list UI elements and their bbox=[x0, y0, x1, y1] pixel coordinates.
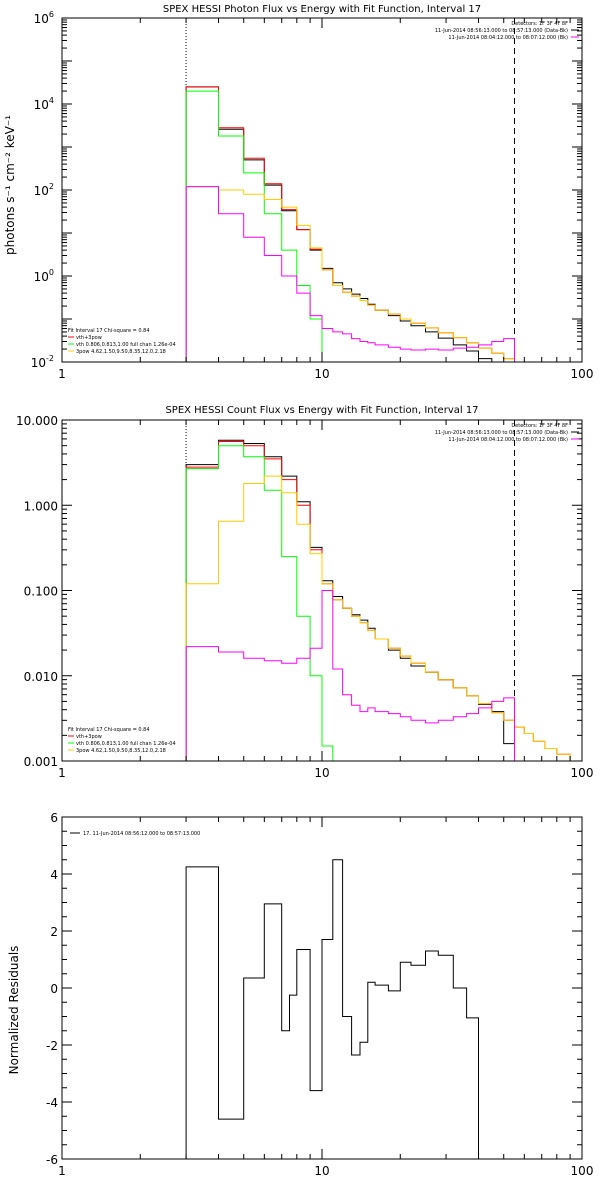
series-vth-3pow bbox=[185, 441, 582, 761]
plot-area bbox=[185, 439, 582, 761]
chart-title: SPEX HESSI Photon Flux vs Energy with Fi… bbox=[163, 4, 481, 15]
y-tick-label: 1.000 bbox=[24, 499, 58, 513]
legend-left-text: vth+3pow bbox=[76, 734, 102, 740]
x-tick-label: 1 bbox=[58, 367, 66, 381]
series-17 bbox=[185, 859, 479, 1159]
y-tick-label: -6 bbox=[46, 1153, 58, 1167]
legend-left-text: 3pow 4.62,1.50,9.50,8.35,12.0,2.18 bbox=[76, 349, 166, 355]
y-tick-label: 0.001 bbox=[24, 755, 58, 769]
residuals-panel: Normalized Residuals 1 10 100 6 4 2 0 -2 -4 -6 17.… bbox=[7, 811, 593, 1178]
plot-area bbox=[185, 859, 479, 1159]
x-tick-label: 100 bbox=[571, 367, 594, 381]
y-tick-label: 0.100 bbox=[24, 585, 58, 599]
legend-right-text: 11-Jun-2014 08:04:12.000 to 08:07:12.000… bbox=[448, 437, 568, 443]
y-tick-label: 6 bbox=[50, 811, 58, 825]
legend-right-text: Detectors: 1F 3F 4F 8F bbox=[511, 423, 568, 429]
legend-left-text: Fit Interval 17 Chi-square = 0.84 bbox=[68, 727, 150, 733]
series-vth bbox=[185, 90, 334, 362]
legend-left-text: Fit Interval 17 Chi-square = 0.84 bbox=[68, 328, 150, 334]
series-data-bk bbox=[185, 86, 493, 362]
legend-left-text: 17. 11-Jun-2014 08:56:12.000 to 08:57:13… bbox=[83, 831, 200, 837]
series-bk bbox=[185, 590, 515, 761]
legend-right-text: 11-Jun-2014 08:56:13.000 to 08:57:13.000… bbox=[435, 28, 568, 34]
legend-left-text: vth+3pow bbox=[76, 335, 102, 341]
y-tick-label: 10.000 bbox=[16, 414, 58, 428]
y-axis-label: photons s⁻¹ cm⁻² keV⁻¹ bbox=[3, 115, 17, 255]
series-bk bbox=[185, 186, 515, 362]
count-flux-panel: SPEX HESSI Count Flux vs Energy with Fit… bbox=[16, 405, 593, 780]
series-vth-3pow bbox=[185, 86, 515, 362]
plot-area bbox=[185, 86, 515, 362]
legend-left-text: 3pow 4.62,1.50,9.50,8.35,12.0,2.18 bbox=[76, 748, 166, 754]
x-tick-label: 100 bbox=[571, 766, 594, 780]
legend-right-text: 11-Jun-2014 08:04:12.000 to 08:07:12.000… bbox=[448, 35, 568, 41]
y-tick-label: 104 bbox=[34, 96, 54, 112]
y-tick-label: 0 bbox=[50, 982, 58, 996]
y-tick-label: -2 bbox=[46, 1039, 58, 1053]
chart-title: SPEX HESSI Count Flux vs Energy with Fit… bbox=[165, 405, 478, 416]
y-axis-label: Normalized Residuals bbox=[7, 946, 21, 1075]
y-tick-label: 0.010 bbox=[24, 670, 58, 684]
y-tick-label: 10-2 bbox=[31, 354, 54, 370]
series-vth bbox=[185, 445, 334, 761]
legend-left-text: vth 0.806,0.813,1.00 full chan 1.26e-04 bbox=[76, 342, 176, 348]
photon-flux-panel: SPEX HESSI Photon Flux vs Energy with Fi… bbox=[3, 4, 593, 381]
x-tick-label: 10 bbox=[314, 766, 329, 780]
y-tick-label: 106 bbox=[34, 10, 54, 26]
plot-frame bbox=[61, 17, 583, 363]
x-tick-label: 100 bbox=[571, 1164, 594, 1178]
y-tick-label: -4 bbox=[46, 1096, 58, 1110]
legend-right-text: 11-Jun-2014 08:56:13.000 to 08:57:13.000… bbox=[435, 430, 568, 436]
series-3pow bbox=[185, 475, 582, 761]
y-tick-label: 100 bbox=[34, 268, 54, 284]
y-tick-label: 102 bbox=[34, 182, 54, 198]
x-tick-label: 10 bbox=[314, 1164, 329, 1178]
x-tick-label: 1 bbox=[58, 1164, 66, 1178]
x-tick-label: 1 bbox=[58, 766, 66, 780]
legend-left-text: vth 0.806,0.813,1.00 full chan 1.26e-04 bbox=[76, 741, 176, 747]
x-tick-label: 10 bbox=[314, 367, 329, 381]
y-tick-label: 2 bbox=[50, 925, 58, 939]
y-tick-label: 4 bbox=[50, 868, 58, 882]
series-3pow bbox=[185, 186, 515, 362]
legend-right-text: Detectors: 1F 3F 4F 8F bbox=[511, 21, 568, 27]
